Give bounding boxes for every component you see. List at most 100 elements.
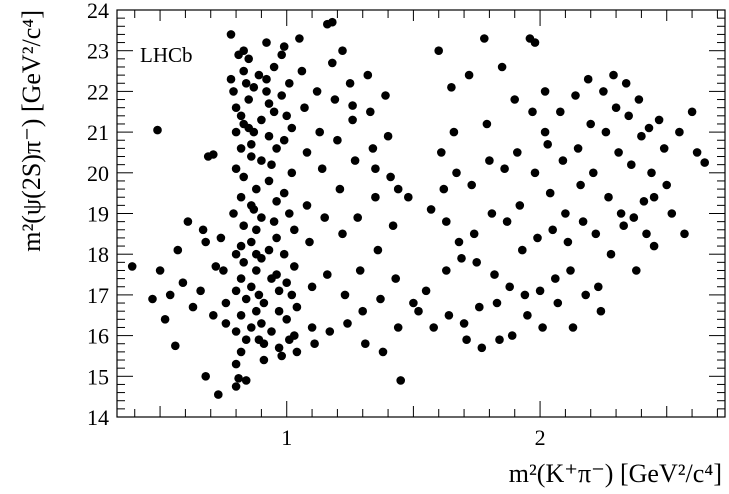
data-point — [241, 294, 251, 304]
data-point — [173, 245, 183, 255]
data-point — [269, 62, 279, 72]
y-tick-label: 21 — [87, 120, 109, 145]
data-point — [219, 266, 228, 275]
y-tick-label: 24 — [87, 0, 109, 23]
data-point — [274, 343, 284, 353]
data-point — [495, 335, 504, 345]
data-point — [251, 306, 261, 316]
data-point — [355, 266, 365, 275]
data-point — [368, 144, 378, 153]
data-point — [599, 87, 608, 96]
data-point — [345, 79, 355, 88]
data-point — [295, 34, 304, 43]
data-point — [290, 331, 299, 340]
x-tick-label: 1 — [281, 425, 292, 450]
data-point — [594, 282, 603, 292]
data-point — [596, 306, 606, 316]
data-point — [700, 158, 709, 167]
data-point — [247, 237, 256, 247]
data-point — [231, 359, 241, 369]
data-point — [251, 225, 261, 235]
y-tick-label: 17 — [87, 283, 109, 308]
lhcb-annotation: LHCb — [140, 43, 193, 67]
data-point — [272, 144, 281, 153]
data-point — [244, 54, 253, 64]
y-tick-label: 19 — [87, 202, 109, 227]
data-point — [510, 95, 519, 104]
data-point — [621, 79, 631, 88]
data-point — [264, 131, 274, 141]
data-point — [454, 237, 464, 247]
data-point — [609, 70, 618, 80]
data-point — [350, 156, 360, 165]
data-point — [287, 168, 297, 178]
data-point — [571, 91, 580, 100]
data-point — [262, 38, 271, 47]
data-point — [404, 192, 413, 202]
data-point — [279, 249, 289, 259]
data-point — [292, 347, 302, 357]
data-point — [209, 311, 218, 320]
data-point — [492, 298, 502, 308]
data-point — [591, 229, 601, 239]
y-tick-label: 22 — [87, 79, 109, 104]
data-point — [601, 127, 611, 137]
data-point — [338, 46, 347, 55]
data-point — [279, 42, 289, 51]
data-point — [642, 229, 651, 239]
data-point — [216, 233, 226, 243]
data-point — [282, 315, 292, 324]
data-point — [535, 286, 545, 296]
data-point — [477, 343, 487, 353]
data-point — [429, 323, 439, 332]
data-point — [226, 74, 236, 84]
data-point — [551, 274, 560, 283]
data-point — [239, 258, 248, 267]
data-point — [632, 266, 641, 275]
data-point — [257, 319, 266, 328]
data-point — [469, 229, 479, 239]
data-point — [578, 217, 588, 226]
data-point — [692, 148, 702, 157]
data-point — [239, 46, 248, 55]
data-point — [330, 95, 340, 104]
data-point — [264, 176, 274, 186]
data-point — [160, 315, 170, 324]
data-point — [302, 148, 312, 157]
data-point — [221, 298, 231, 308]
data-point — [338, 229, 347, 239]
data-point — [533, 233, 542, 243]
data-point — [312, 87, 322, 96]
data-point — [317, 164, 327, 173]
data-point — [619, 221, 628, 230]
y-tick-label: 20 — [87, 161, 109, 186]
data-point — [148, 294, 157, 304]
data-point — [285, 209, 294, 218]
data-point — [637, 131, 646, 141]
data-point — [247, 152, 256, 161]
data-point — [566, 266, 575, 275]
data-point — [348, 101, 357, 110]
tick-labels: 14 15 16 17 18 19 20 21 22 23 24 1 2 — [87, 0, 546, 450]
data-point — [274, 306, 284, 316]
data-point — [269, 107, 279, 117]
y-axis-title: m²(ψ(2S)π⁻) [GeV²/c⁴] — [17, 10, 46, 252]
data-point — [472, 258, 482, 267]
y-tick-label: 18 — [87, 242, 109, 267]
data-point — [687, 107, 697, 117]
data-point — [209, 150, 218, 159]
data-point — [447, 83, 456, 92]
data-point — [262, 87, 271, 96]
data-point — [127, 262, 137, 271]
data-point — [659, 144, 669, 153]
data-point — [409, 298, 418, 308]
data-point — [264, 245, 274, 255]
data-point — [287, 123, 297, 133]
x-tick-label: 2 — [535, 425, 546, 450]
data-point — [371, 164, 380, 173]
data-point — [221, 319, 231, 328]
data-point — [586, 119, 595, 129]
data-point — [624, 111, 633, 121]
data-point — [155, 266, 165, 275]
data-point — [396, 376, 406, 385]
